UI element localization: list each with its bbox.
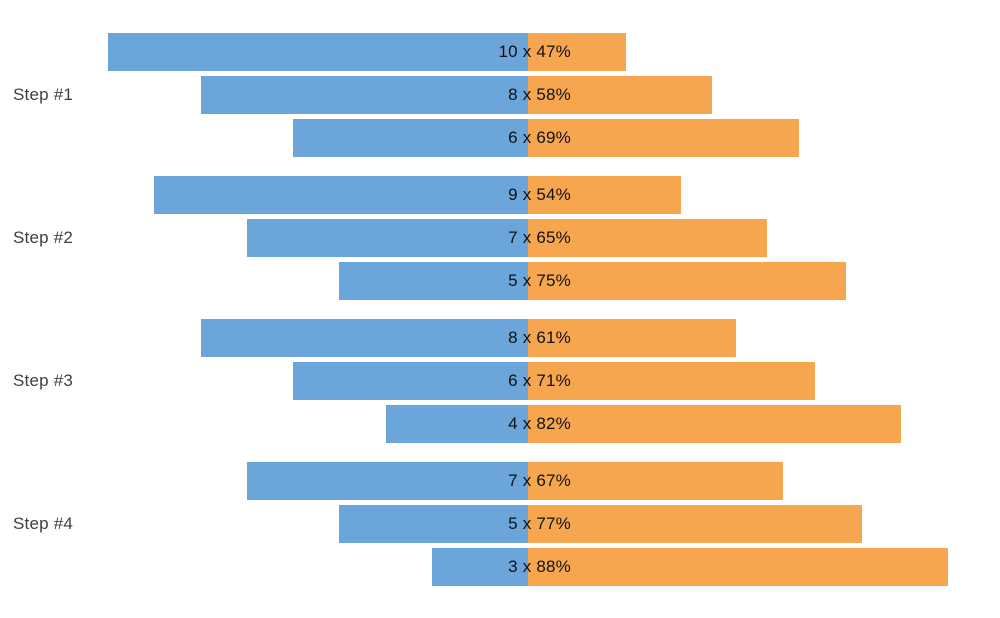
left-value-bar bbox=[154, 176, 528, 214]
bar-label: 10 x 47% bbox=[498, 42, 571, 61]
bar-label: 7 x 65% bbox=[508, 228, 571, 247]
left-value-bar bbox=[246, 462, 528, 500]
bar-label: 3 x 88% bbox=[508, 557, 571, 576]
left-value-bar bbox=[431, 548, 528, 586]
left-value-bar bbox=[339, 262, 528, 300]
bar-label: 6 x 69% bbox=[508, 128, 571, 147]
right-percent-bar bbox=[528, 462, 784, 500]
bar-label: 7 x 67% bbox=[508, 471, 571, 490]
group-label: Step #1 bbox=[13, 85, 74, 104]
right-percent-bar bbox=[528, 262, 847, 300]
bar-label: 4 x 82% bbox=[508, 414, 571, 433]
right-percent-bar bbox=[528, 219, 768, 257]
bar-label: 5 x 77% bbox=[508, 514, 571, 533]
left-value-bar bbox=[385, 405, 528, 443]
bar-label: 8 x 58% bbox=[508, 85, 571, 104]
left-value-bar bbox=[339, 505, 528, 543]
group-label: Step #4 bbox=[13, 514, 74, 533]
left-value-bar bbox=[293, 362, 528, 400]
left-value-bar bbox=[293, 119, 528, 157]
bar-label: 5 x 75% bbox=[508, 271, 571, 290]
bar-label: 9 x 54% bbox=[508, 185, 571, 204]
right-percent-bar bbox=[528, 176, 682, 214]
right-percent-bar bbox=[528, 405, 902, 443]
right-percent-bar bbox=[528, 76, 713, 114]
right-percent-bar bbox=[528, 505, 862, 543]
group-label: Step #3 bbox=[13, 371, 74, 390]
right-percent-bar bbox=[528, 119, 799, 157]
left-value-bar bbox=[108, 33, 528, 71]
right-percent-bar bbox=[528, 319, 737, 357]
bar-label: 8 x 61% bbox=[508, 328, 571, 347]
right-percent-bar bbox=[528, 33, 626, 71]
left-value-bar bbox=[246, 219, 528, 257]
bar-label: 6 x 71% bbox=[508, 371, 571, 390]
left-value-bar bbox=[200, 76, 528, 114]
group-label: Step #2 bbox=[13, 228, 74, 247]
right-percent-bar bbox=[528, 548, 949, 586]
right-percent-bar bbox=[528, 362, 815, 400]
left-value-bar bbox=[200, 319, 528, 357]
